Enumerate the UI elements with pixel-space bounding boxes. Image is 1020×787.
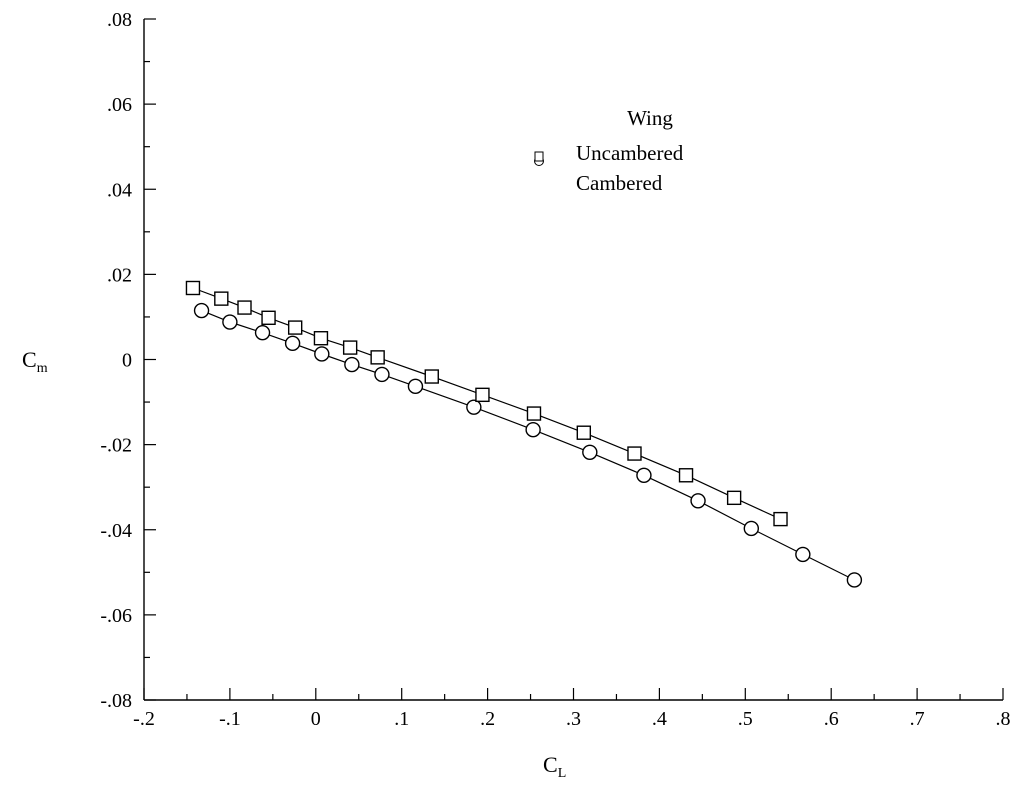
data-point-uncambered [743,520,760,537]
axes [143,19,1003,701]
data-point-cambered [313,331,329,346]
data-point-cambered [370,350,385,365]
x-tick-label: .1 [394,708,409,730]
legend: Wing Uncambered Cambered [534,106,684,195]
x-tick-label: .6 [824,708,839,730]
legend-label-uncambered: Uncambered [576,141,684,165]
y-axis-label-main: C [22,347,37,372]
ticks: -.2 -.1 0 .1 .2 .3 .4 .5 .6 .7 .8 -.08 -.06 -.04 -.02 0… [100,9,1010,730]
data-point-cambered [342,340,358,355]
data-point-uncambered [795,546,811,563]
data-point-uncambered [254,324,271,341]
data-point-uncambered [846,572,863,588]
data-point-cambered [627,446,642,461]
x-tick-label: .3 [566,708,581,730]
y-tick-label: -.04 [100,520,132,542]
data-point-uncambered [344,356,360,373]
data-point-cambered [237,300,252,315]
y-tick-label: .06 [107,94,132,116]
data-point-uncambered [193,302,210,319]
x-axis-label-main: C [543,752,558,777]
x-tick-label: -.2 [133,708,155,730]
series-lines [192,287,855,581]
x-tick-label: .8 [996,708,1011,730]
data-point-cambered [287,320,303,335]
data-point-cambered [261,310,276,325]
data-point-uncambered [284,335,301,352]
markers [185,280,863,588]
data-point-cambered [475,387,490,403]
y-tick-label: 0 [122,350,132,372]
data-point-uncambered [690,493,706,509]
data-point-cambered [526,406,542,421]
y-tick-label: .02 [107,264,132,286]
x-tick-label: .5 [738,708,753,730]
data-point-uncambered [466,399,482,415]
x-tick-label: .2 [480,708,495,730]
data-point-uncambered [407,378,424,395]
x-tick-label: -.1 [219,708,241,730]
data-point-uncambered [582,444,598,460]
legend-title: Wing [627,106,673,130]
data-point-cambered [424,369,439,384]
x-axis-label: CL [543,752,566,781]
legend-marker-cambered [534,151,544,162]
y-axis-label: Cm [22,347,48,376]
data-point-cambered [214,291,229,306]
data-point-cambered [678,468,694,483]
series-line-cambered [192,287,781,520]
y-tick-label: .04 [107,179,132,201]
data-point-uncambered [222,314,238,330]
legend-label-cambered: Cambered [576,171,663,195]
y-axis-label-sub: m [37,361,48,376]
data-point-uncambered [374,366,390,383]
data-point-cambered [773,511,788,527]
data-point-uncambered [314,346,330,362]
data-point-cambered [576,425,592,440]
x-axis-label-sub: L [558,766,567,781]
data-point-uncambered [525,422,541,438]
data-point-uncambered [636,467,652,483]
series-line-uncambered [201,310,855,581]
y-tick-label: -.08 [100,690,132,712]
y-tick-label: .08 [107,9,132,31]
x-tick-label: 0 [311,708,321,730]
y-tick-label: -.06 [100,605,132,627]
x-tick-label: .4 [652,708,667,730]
data-point-cambered [726,490,742,506]
x-tick-label: .7 [910,708,925,730]
data-point-cambered [185,280,201,296]
y-tick-label: -.02 [100,435,132,457]
